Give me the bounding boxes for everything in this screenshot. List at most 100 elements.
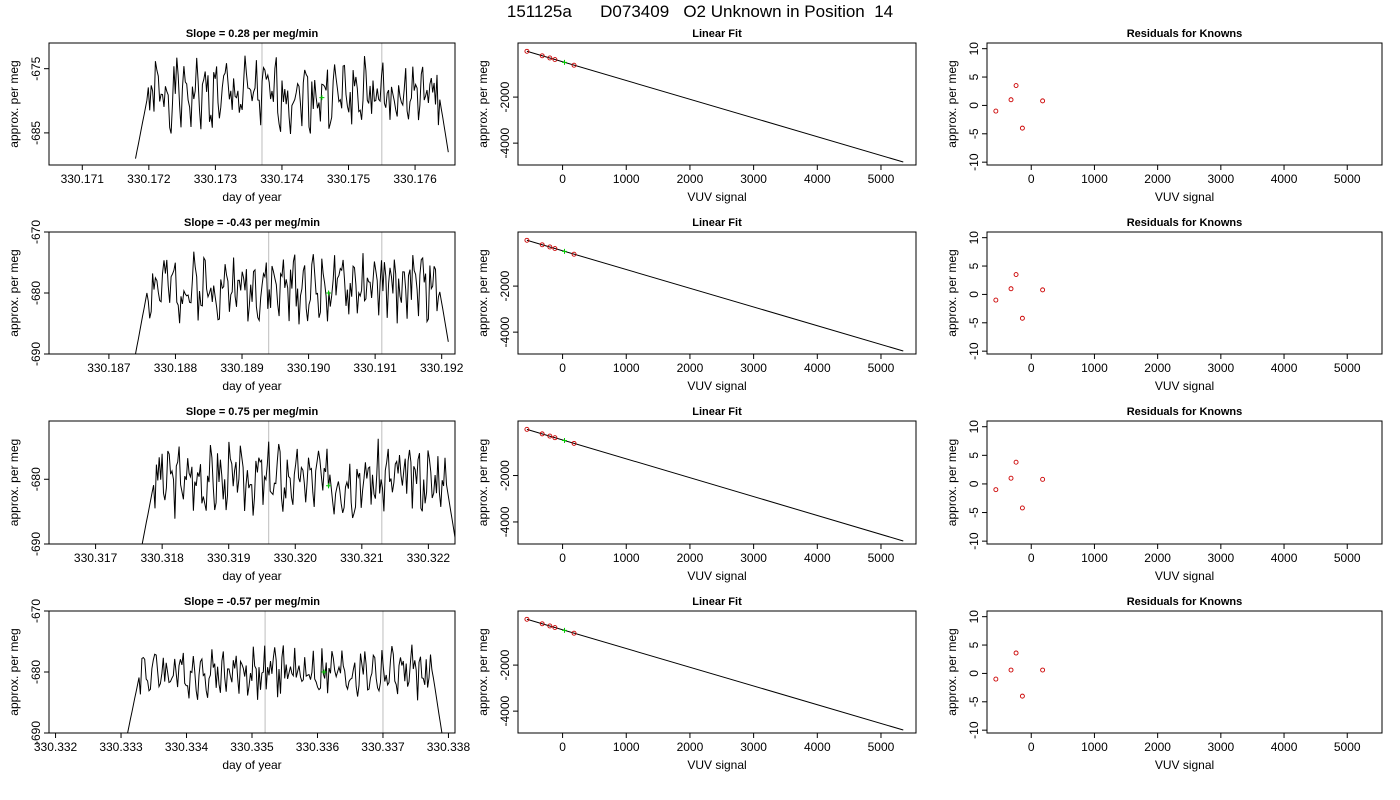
y-tick-label: 5 bbox=[967, 452, 981, 459]
x-tick-label: 1000 bbox=[1081, 172, 1108, 186]
y-tick-label: -2000 bbox=[498, 81, 512, 112]
x-tick-label: 330.174 bbox=[260, 172, 304, 186]
y-tick-label: -2000 bbox=[498, 270, 512, 301]
known-point bbox=[1019, 125, 1025, 131]
y-tick-label: -690 bbox=[29, 532, 43, 556]
fit-line bbox=[526, 428, 904, 542]
known-point bbox=[1019, 315, 1025, 321]
panel-frame bbox=[517, 42, 917, 166]
panel-frame bbox=[986, 610, 1383, 734]
y-tick-label: 0 bbox=[967, 102, 981, 109]
known-point bbox=[993, 487, 999, 493]
y-tick-label: 10 bbox=[967, 610, 981, 624]
known-point bbox=[524, 237, 530, 243]
unknown-point bbox=[561, 248, 567, 254]
panel-frame bbox=[48, 231, 456, 355]
x-tick-label: 0 bbox=[559, 172, 566, 186]
unknown-point bbox=[561, 627, 567, 633]
panel-title: Slope = 0.28 per meg/min bbox=[186, 28, 319, 40]
plot-area bbox=[524, 48, 904, 163]
plot-area bbox=[993, 83, 1046, 131]
y-tick-label: -4000 bbox=[498, 695, 512, 726]
x-tick-label: 1000 bbox=[1081, 551, 1108, 565]
known-point bbox=[547, 623, 553, 629]
x-tick-label: 330.175 bbox=[327, 172, 371, 186]
panel-0-2: Residuals for Knowns 0 1000 2000 3000 4000 500… bbox=[945, 28, 1383, 204]
y-tick-label: -680 bbox=[29, 660, 43, 684]
x-tick-label: 330.191 bbox=[353, 361, 397, 375]
x-tick-label: 2000 bbox=[677, 551, 704, 565]
plot-area bbox=[127, 611, 443, 733]
x-axis-label: VUV signal bbox=[687, 758, 746, 772]
y-axis-label: approx. per meg bbox=[7, 60, 21, 147]
x-tick-label: 5000 bbox=[1334, 551, 1361, 565]
x-tick-label: 330.336 bbox=[296, 740, 340, 754]
y-axis-label: approx. per meg bbox=[476, 628, 490, 715]
plot-area bbox=[524, 237, 904, 352]
x-tick-label: 5000 bbox=[868, 361, 895, 375]
plot-area bbox=[993, 650, 1046, 699]
x-tick-label: 0 bbox=[559, 740, 566, 754]
known-point bbox=[993, 297, 999, 303]
panel-3-2: Residuals for Knowns 0 1000 2000 3000 4000 500… bbox=[945, 596, 1383, 772]
unknown-point bbox=[561, 59, 567, 65]
panel-title: Residuals for Knowns bbox=[1127, 406, 1243, 418]
x-tick-label: 0 bbox=[559, 361, 566, 375]
x-tick-label: 0 bbox=[1028, 740, 1035, 754]
x-tick-label: 4000 bbox=[1271, 740, 1298, 754]
x-tick-label: 330.172 bbox=[127, 172, 171, 186]
x-tick-label: 0 bbox=[559, 551, 566, 565]
panel-title: Slope = -0.43 per meg/min bbox=[184, 217, 320, 229]
y-tick-label: -10 bbox=[967, 532, 981, 550]
x-tick-label: 1000 bbox=[613, 172, 640, 186]
panel-frame bbox=[48, 42, 456, 166]
x-tick-label: 4000 bbox=[1271, 551, 1298, 565]
known-point bbox=[547, 55, 553, 61]
y-axis-label: approx. per meg bbox=[476, 439, 490, 526]
y-tick-label: 0 bbox=[967, 670, 981, 677]
y-tick-label: -5 bbox=[967, 128, 981, 139]
x-tick-label: 330.335 bbox=[230, 740, 274, 754]
y-tick-label: 5 bbox=[967, 641, 981, 648]
known-point bbox=[552, 435, 558, 441]
panel-title: Residuals for Knowns bbox=[1127, 596, 1243, 608]
y-tick-label: -5 bbox=[967, 696, 981, 707]
panel-3-0: Slope = -0.57 per meg/min 330.332 330.333 3… bbox=[7, 596, 470, 772]
panel-2-1: Linear Fit 0 1000 2000 3000 4000 5000 -2000 -400… bbox=[476, 406, 917, 583]
panel-title: Linear Fit bbox=[692, 596, 742, 608]
data-trace bbox=[135, 55, 449, 159]
x-tick-label: 330.319 bbox=[207, 551, 251, 565]
y-tick-label: 10 bbox=[967, 42, 981, 56]
panel-title: Linear Fit bbox=[692, 406, 742, 418]
x-tick-label: 330.190 bbox=[287, 361, 331, 375]
x-tick-label: 4000 bbox=[804, 172, 831, 186]
x-axis-label: VUV signal bbox=[687, 569, 746, 583]
y-tick-label: -690 bbox=[29, 721, 43, 745]
known-point bbox=[552, 246, 558, 252]
y-axis-label: approx. per meg bbox=[476, 249, 490, 336]
x-axis-label: day of year bbox=[222, 758, 281, 772]
known-point bbox=[552, 57, 558, 63]
y-tick-label: 10 bbox=[967, 420, 981, 434]
y-axis-label: approx. per meg bbox=[7, 249, 21, 336]
panel-title: Linear Fit bbox=[692, 217, 742, 229]
y-axis-label: approx. per meg bbox=[7, 628, 21, 715]
fit-line bbox=[526, 618, 904, 731]
x-tick-label: 330.318 bbox=[140, 551, 184, 565]
y-tick-label: 0 bbox=[967, 480, 981, 487]
x-tick-label: 2000 bbox=[1144, 740, 1171, 754]
y-tick-label: -5 bbox=[967, 507, 981, 518]
y-tick-label: -4000 bbox=[498, 506, 512, 537]
known-point bbox=[571, 630, 577, 636]
x-axis-label: VUV signal bbox=[1155, 569, 1214, 583]
known-point bbox=[1013, 650, 1019, 656]
panel-1-2: Residuals for Knowns 0 1000 2000 3000 4000 500… bbox=[945, 217, 1383, 393]
x-axis-label: day of year bbox=[222, 569, 281, 583]
figure-title: 151125a D073409 O2 Unknown in Position 1… bbox=[506, 2, 894, 21]
known-point bbox=[571, 62, 577, 68]
x-axis-label: VUV signal bbox=[687, 379, 746, 393]
known-point bbox=[524, 48, 530, 54]
panel-3-1: Linear Fit 0 1000 2000 3000 4000 5000 -2000 -400… bbox=[476, 596, 917, 772]
known-point bbox=[1019, 505, 1025, 511]
